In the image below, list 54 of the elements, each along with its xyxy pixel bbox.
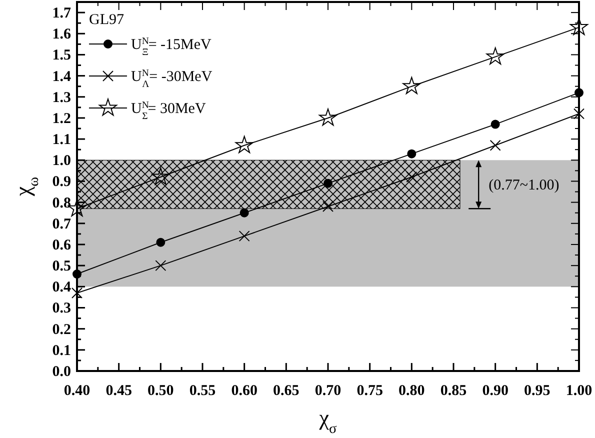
point: [318, 108, 338, 126]
x-tick-label: 0.60: [231, 383, 258, 399]
legend-label: U$^{N}$$_{Σ}$= 30MeV: [131, 100, 206, 122]
y-tick-label: 1.1: [52, 132, 71, 148]
y-tick-label: 1.2: [52, 110, 71, 127]
y-tick-label: 0.3: [52, 300, 71, 317]
y-tick-label: 1.3: [52, 90, 71, 106]
point: [322, 201, 334, 212]
y-tick-label: 0.7: [52, 216, 72, 232]
point: [155, 260, 166, 272]
band-label: (0.77~1.00): [488, 177, 560, 194]
point: [574, 108, 584, 120]
point: [72, 287, 82, 298]
point: [235, 136, 254, 154]
y-tick-label: 1.7: [52, 6, 72, 22]
point: [490, 120, 500, 129]
x-tick-label: 0.55: [189, 383, 216, 399]
x-tick-label: 0.90: [482, 383, 508, 399]
point: [490, 140, 501, 151]
legend-label: U$^{N}$$_{Λ}$= -30MeV: [131, 68, 212, 90]
x-tick-label: 0.50: [148, 383, 174, 399]
y-tick-label: 0.8: [52, 195, 71, 212]
y-tick-label: 0.9: [52, 174, 71, 190]
x-tick-label: 0.95: [524, 383, 550, 399]
legend-label: U$^{N}$$_{Ξ}$= -15MeV: [131, 36, 212, 58]
legend-title: GL97: [89, 12, 124, 28]
x-tick-label: 0.40: [64, 383, 90, 399]
x-tick-label: 0.75: [356, 383, 383, 399]
y-tick-label: 0.6: [52, 237, 72, 254]
point: [156, 238, 166, 247]
y-tick-label: 1.6: [52, 26, 72, 43]
y-tick-label: 0.0: [52, 364, 71, 380]
x-tick-label: 1.00: [566, 383, 592, 399]
y-tick-label: 0.1: [52, 342, 71, 359]
x-tick-label: 0.45: [106, 383, 132, 399]
x-tick-label: 0.80: [398, 383, 425, 399]
point: [238, 230, 250, 242]
point: [407, 149, 416, 158]
x-tick-label: 0.70: [314, 383, 342, 399]
y-tick-label: 0.5: [52, 258, 71, 275]
point: [486, 47, 504, 65]
point: [324, 178, 332, 188]
y-tick-label: 0.4: [52, 280, 72, 296]
y-tick-label: 0.2: [52, 322, 71, 338]
y-tick-label: 1.5: [52, 48, 71, 64]
y-tick-label: 1.4: [52, 68, 72, 85]
x-tick-label: 0.85: [440, 383, 467, 399]
point: [402, 76, 421, 94]
y-tick-label: 1.0: [52, 153, 71, 170]
x-axis-title: χ$_{σ}$: [318, 405, 338, 437]
point: [406, 172, 418, 183]
x-tick-label: 0.65: [273, 383, 300, 399]
point: [152, 168, 170, 185]
point: [240, 208, 249, 218]
